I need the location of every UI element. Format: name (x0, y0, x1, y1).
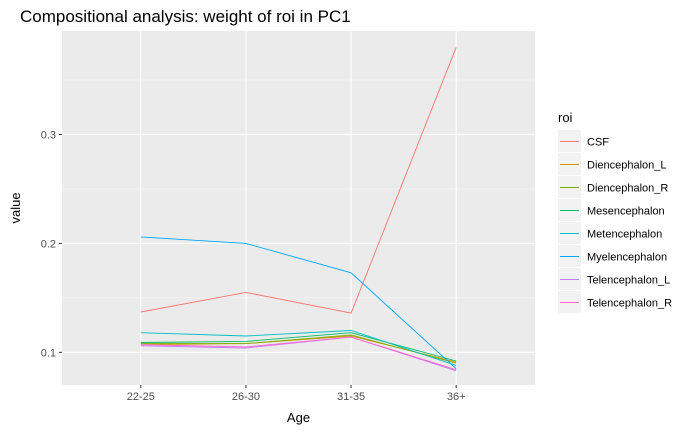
y-axis-ticks: 0.1 0.2 0.3 (41, 129, 62, 359)
series-line-csf (140, 47, 457, 314)
series-line-metencephalon (140, 330, 457, 366)
legend-label: CSF (587, 137, 609, 149)
x-tick-label: 22-25 (127, 391, 155, 403)
y-tick-label: 0.3 (41, 129, 56, 141)
series-line-diencephalon-r (140, 334, 457, 364)
legend-label: Mesencephalon (587, 206, 665, 218)
legend-label: Metencephalon (587, 229, 662, 241)
series-line-mesencephalon (140, 332, 457, 362)
legend-label: Telencephalon_R (587, 298, 672, 310)
y-tick-label: 0.2 (41, 238, 56, 250)
x-axis-title: Age (287, 410, 310, 425)
series-line-myelencephalon (140, 236, 457, 370)
y-tick-label: 0.1 (41, 347, 56, 359)
series-line-telencephalon-r (140, 336, 457, 371)
legend-label: Myelencephalon (587, 252, 667, 264)
legend-label: Diencephalon_L (587, 160, 667, 172)
legend-title: roi (558, 110, 573, 125)
legend: roi CSF Diencephalon_L Diencephalon_R Mesen… (558, 110, 672, 313)
y-axis-title: value (8, 192, 23, 223)
grid-lines (62, 31, 535, 385)
plot-panel (62, 31, 535, 385)
x-tick-label: 36+ (447, 391, 466, 403)
series-line-telencephalon-l (140, 336, 457, 372)
legend-label: Telencephalon_L (587, 275, 670, 287)
x-tick-label: 26-30 (232, 391, 260, 403)
series-lines (140, 47, 457, 372)
legend-label: Diencephalon_R (587, 183, 668, 195)
x-axis-ticks: 22-25 26-30 31-35 36+ (127, 385, 466, 403)
chart-title: Compositional analysis: weight of roi in… (20, 7, 351, 26)
x-tick-label: 31-35 (337, 391, 365, 403)
